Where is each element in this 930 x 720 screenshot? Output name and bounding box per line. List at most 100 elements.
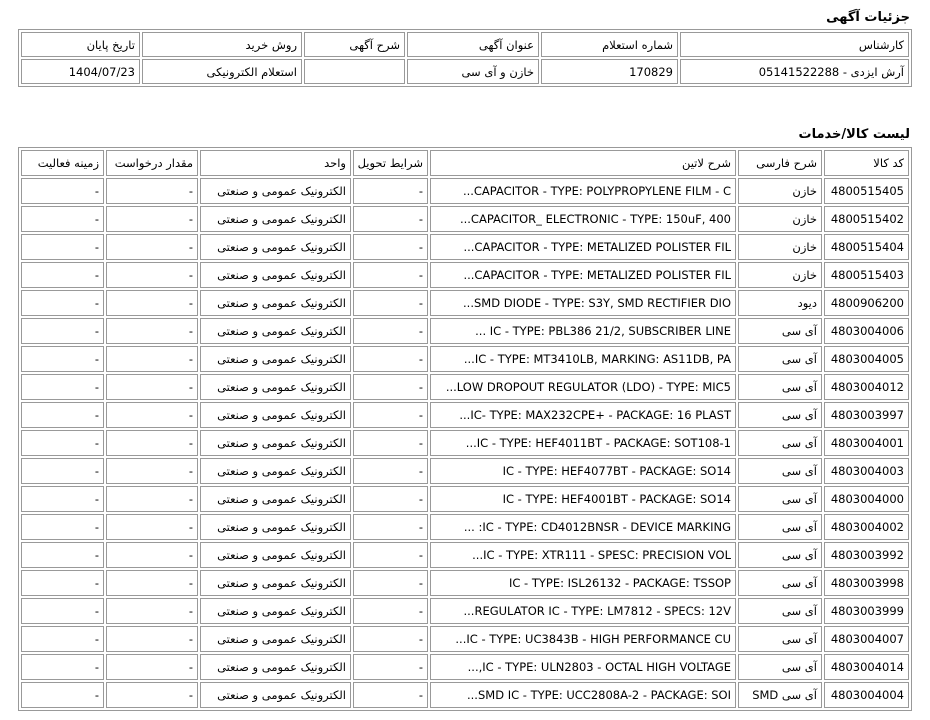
unit: الکترونیک عمومی و صنعتی (200, 458, 351, 484)
item-code: 4800515403 (824, 262, 909, 288)
details-value-row: آرش ایزدی - 05141522288 170829 خازن و آی س… (21, 59, 909, 84)
delivery-conditions: - (353, 458, 428, 484)
unit: الکترونیک عمومی و صنعتی (200, 598, 351, 624)
persian-description: دیود (738, 290, 822, 316)
unit: الکترونیک عمومی و صنعتی (200, 542, 351, 568)
column-header: واحد (200, 150, 351, 176)
details-value-cell: آرش ایزدی - 05141522288 (680, 59, 909, 84)
delivery-conditions: - (353, 402, 428, 428)
details-header-cell: تاریخ پایان (21, 32, 140, 57)
unit: الکترونیک عمومی و صنعتی (200, 262, 351, 288)
unit: الکترونیک عمومی و صنعتی (200, 374, 351, 400)
requested-quantity: - (106, 486, 198, 512)
unit: الکترونیک عمومی و صنعتی (200, 346, 351, 372)
activity-field: - (21, 542, 104, 568)
item-code: 4803004006 (824, 318, 909, 344)
item-code: 4800515404 (824, 234, 909, 260)
latin-description: SMD IC - TYPE: UCC2808A-2 - PACKAGE: SOI… (430, 682, 736, 708)
activity-field: - (21, 178, 104, 204)
delivery-conditions: - (353, 682, 428, 708)
activity-field: - (21, 430, 104, 456)
unit: الکترونیک عمومی و صنعتی (200, 234, 351, 260)
table-row: 4803004007 آی سی IC - TYPE: UC3843B - HIGH… (21, 626, 909, 652)
details-value-cell: 170829 (541, 59, 678, 84)
table-row: 4803003999 آی سی REGULATOR IC - TYPE: LM78… (21, 598, 909, 624)
items-table: کد کالا شرح فارسی شرح لاتین شرایط تحویل واحد… (18, 147, 912, 711)
table-row: 4803004002 آی سی IC - TYPE: CD4012BNSR - D… (21, 514, 909, 540)
item-code: 4803004005 (824, 346, 909, 372)
activity-field: - (21, 682, 104, 708)
latin-description: IC - TYPE: UC3843B - HIGH PERFORMANCE CU… (430, 626, 736, 652)
activity-field: - (21, 458, 104, 484)
requested-quantity: - (106, 178, 198, 204)
table-row: 4800906200 دیود SMD DIODE - TYPE: S3Y, SMD… (21, 290, 909, 316)
requested-quantity: - (106, 542, 198, 568)
latin-description: CAPACITOR - TYPE: METALIZED POLISTER FIL… (430, 234, 736, 260)
item-code: 4803003999 (824, 598, 909, 624)
requested-quantity: - (106, 206, 198, 232)
unit: الکترونیک عمومی و صنعتی (200, 318, 351, 344)
requested-quantity: - (106, 458, 198, 484)
latin-description: IC - TYPE: HEF4077BT - PACKAGE: SO14 (430, 458, 736, 484)
item-code: 4803003997 (824, 402, 909, 428)
details-header-cell: کارشناس (680, 32, 909, 57)
activity-field: - (21, 234, 104, 260)
latin-description: CAPACITOR - TYPE: METALIZED POLISTER FIL… (430, 262, 736, 288)
delivery-conditions: - (353, 206, 428, 232)
table-row: 4800515405 خازن CAPACITOR - TYPE: POLYPROP… (21, 178, 909, 204)
requested-quantity: - (106, 346, 198, 372)
unit: الکترونیک عمومی و صنعتی (200, 570, 351, 596)
table-row: 4800515403 خازن CAPACITOR - TYPE: METALIZE… (21, 262, 909, 288)
item-code: 4803004003 (824, 458, 909, 484)
delivery-conditions: - (353, 626, 428, 652)
activity-field: - (21, 598, 104, 624)
item-code: 4803004007 (824, 626, 909, 652)
latin-description: IC - TYPE: MT3410LB, MARKING: AS11DB, PA… (430, 346, 736, 372)
table-row: 4803004004 آی سی SMD SMD IC - TYPE: UCC280… (21, 682, 909, 708)
table-row: 4800515402 خازن CAPACITOR_ ELECTRONIC - TY… (21, 206, 909, 232)
items-title: لیست کالا/خدمات (798, 127, 910, 142)
requested-quantity: - (106, 290, 198, 316)
table-row: 4803003998 آی سی IC - TYPE: ISL26132 - PAC… (21, 570, 909, 596)
persian-description: آی سی (738, 402, 822, 428)
requested-quantity: - (106, 682, 198, 708)
delivery-conditions: - (353, 430, 428, 456)
requested-quantity: - (106, 402, 198, 428)
table-row: 4803004014 آی سی IC - TYPE: ULN2803 - OCTA… (21, 654, 909, 680)
delivery-conditions: - (353, 178, 428, 204)
latin-description: IC - TYPE: HEF4011BT - PACKAGE: SOT108-1… (430, 430, 736, 456)
activity-field: - (21, 486, 104, 512)
item-code: 4803004014 (824, 654, 909, 680)
details-header-cell: شرح آگهی (304, 32, 405, 57)
persian-description: آی سی (738, 598, 822, 624)
persian-description: خازن (738, 206, 822, 232)
item-code: 4803004002 (824, 514, 909, 540)
requested-quantity: - (106, 626, 198, 652)
details-value-cell (304, 59, 405, 84)
persian-description: آی سی (738, 430, 822, 456)
persian-description: آی سی (738, 346, 822, 372)
activity-field: - (21, 514, 104, 540)
item-code: 4800515405 (824, 178, 909, 204)
activity-field: - (21, 570, 104, 596)
persian-description: آی سی (738, 318, 822, 344)
details-header-cell: عنوان آگهی (407, 32, 539, 57)
activity-field: - (21, 374, 104, 400)
unit: الکترونیک عمومی و صنعتی (200, 682, 351, 708)
persian-description: آی سی (738, 542, 822, 568)
column-header: کد کالا (824, 150, 909, 176)
activity-field: - (21, 626, 104, 652)
latin-description: LOW DROPOUT REGULATOR (LDO) - TYPE: MIC5… (430, 374, 736, 400)
item-code: 4800515402 (824, 206, 909, 232)
item-code: 4803004000 (824, 486, 909, 512)
item-code: 4803004001 (824, 430, 909, 456)
delivery-conditions: - (353, 318, 428, 344)
unit: الکترونیک عمومی و صنعتی (200, 206, 351, 232)
details-value-cell: خازن و آی سی (407, 59, 539, 84)
delivery-conditions: - (353, 262, 428, 288)
latin-description: IC- TYPE: MAX232CPE+ - PACKAGE: 16 PLAST… (430, 402, 736, 428)
persian-description: خازن (738, 262, 822, 288)
column-header: مقدار درخواست (106, 150, 198, 176)
details-value-cell: 1404/07/23 (21, 59, 140, 84)
column-header: شرح فارسی (738, 150, 822, 176)
